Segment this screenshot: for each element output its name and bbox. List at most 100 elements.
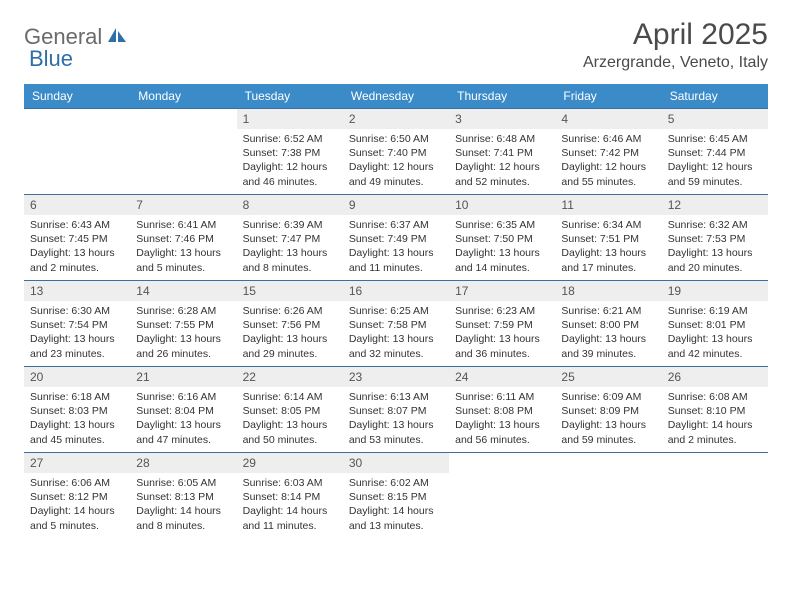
sunset-text: Sunset: 8:09 PM bbox=[561, 404, 655, 418]
day-cell: 23Sunrise: 6:13 AMSunset: 8:07 PMDayligh… bbox=[343, 367, 449, 453]
location: Arzergrande, Veneto, Italy bbox=[583, 54, 768, 72]
week-row: 6Sunrise: 6:43 AMSunset: 7:45 PMDaylight… bbox=[24, 195, 768, 281]
day-number: 9 bbox=[343, 195, 449, 215]
day-details: Sunrise: 6:30 AMSunset: 7:54 PMDaylight:… bbox=[24, 301, 130, 365]
sunset-text: Sunset: 7:42 PM bbox=[561, 146, 655, 160]
logo-text-blue: Blue bbox=[29, 46, 73, 71]
empty-cell bbox=[130, 109, 236, 195]
daylight-text: Daylight: 13 hours and 50 minutes. bbox=[243, 418, 337, 446]
day-cell: 14Sunrise: 6:28 AMSunset: 7:55 PMDayligh… bbox=[130, 281, 236, 367]
daylight-text: Daylight: 13 hours and 17 minutes. bbox=[561, 246, 655, 274]
day-details: Sunrise: 6:48 AMSunset: 7:41 PMDaylight:… bbox=[449, 129, 555, 193]
day-details: Sunrise: 6:21 AMSunset: 8:00 PMDaylight:… bbox=[555, 301, 661, 365]
sunset-text: Sunset: 7:51 PM bbox=[561, 232, 655, 246]
day-number: 29 bbox=[237, 453, 343, 473]
daylight-text: Daylight: 13 hours and 47 minutes. bbox=[136, 418, 230, 446]
day-details: Sunrise: 6:26 AMSunset: 7:56 PMDaylight:… bbox=[237, 301, 343, 365]
sunrise-text: Sunrise: 6:35 AM bbox=[455, 218, 549, 232]
sunrise-text: Sunrise: 6:30 AM bbox=[30, 304, 124, 318]
day-details: Sunrise: 6:35 AMSunset: 7:50 PMDaylight:… bbox=[449, 215, 555, 279]
day-number: 30 bbox=[343, 453, 449, 473]
sunrise-text: Sunrise: 6:18 AM bbox=[30, 390, 124, 404]
daylight-text: Daylight: 13 hours and 56 minutes. bbox=[455, 418, 549, 446]
weekday-header: Wednesday bbox=[343, 84, 449, 109]
day-details: Sunrise: 6:28 AMSunset: 7:55 PMDaylight:… bbox=[130, 301, 236, 365]
sunrise-text: Sunrise: 6:23 AM bbox=[455, 304, 549, 318]
calendar-body: 1Sunrise: 6:52 AMSunset: 7:38 PMDaylight… bbox=[24, 109, 768, 539]
empty-cell bbox=[662, 453, 768, 539]
daylight-text: Daylight: 13 hours and 5 minutes. bbox=[136, 246, 230, 274]
sunset-text: Sunset: 8:12 PM bbox=[30, 490, 124, 504]
day-cell: 22Sunrise: 6:14 AMSunset: 8:05 PMDayligh… bbox=[237, 367, 343, 453]
day-cell: 19Sunrise: 6:19 AMSunset: 8:01 PMDayligh… bbox=[662, 281, 768, 367]
calendar-table: Sunday Monday Tuesday Wednesday Thursday… bbox=[24, 84, 768, 539]
day-details: Sunrise: 6:03 AMSunset: 8:14 PMDaylight:… bbox=[237, 473, 343, 537]
day-number: 20 bbox=[24, 367, 130, 387]
sunrise-text: Sunrise: 6:43 AM bbox=[30, 218, 124, 232]
sunset-text: Sunset: 8:05 PM bbox=[243, 404, 337, 418]
day-cell: 16Sunrise: 6:25 AMSunset: 7:58 PMDayligh… bbox=[343, 281, 449, 367]
day-number: 3 bbox=[449, 109, 555, 129]
sunset-text: Sunset: 7:40 PM bbox=[349, 146, 443, 160]
daylight-text: Daylight: 13 hours and 14 minutes. bbox=[455, 246, 549, 274]
day-cell: 28Sunrise: 6:05 AMSunset: 8:13 PMDayligh… bbox=[130, 453, 236, 539]
sunset-text: Sunset: 7:49 PM bbox=[349, 232, 443, 246]
sunset-text: Sunset: 7:53 PM bbox=[668, 232, 762, 246]
sunset-text: Sunset: 7:50 PM bbox=[455, 232, 549, 246]
day-cell: 11Sunrise: 6:34 AMSunset: 7:51 PMDayligh… bbox=[555, 195, 661, 281]
day-cell: 29Sunrise: 6:03 AMSunset: 8:14 PMDayligh… bbox=[237, 453, 343, 539]
day-cell: 7Sunrise: 6:41 AMSunset: 7:46 PMDaylight… bbox=[130, 195, 236, 281]
day-details: Sunrise: 6:50 AMSunset: 7:40 PMDaylight:… bbox=[343, 129, 449, 193]
sunrise-text: Sunrise: 6:26 AM bbox=[243, 304, 337, 318]
sunrise-text: Sunrise: 6:41 AM bbox=[136, 218, 230, 232]
sunset-text: Sunset: 7:55 PM bbox=[136, 318, 230, 332]
daylight-text: Daylight: 12 hours and 49 minutes. bbox=[349, 160, 443, 188]
day-number: 1 bbox=[237, 109, 343, 129]
day-details: Sunrise: 6:34 AMSunset: 7:51 PMDaylight:… bbox=[555, 215, 661, 279]
day-details: Sunrise: 6:32 AMSunset: 7:53 PMDaylight:… bbox=[662, 215, 768, 279]
day-details: Sunrise: 6:09 AMSunset: 8:09 PMDaylight:… bbox=[555, 387, 661, 451]
daylight-text: Daylight: 14 hours and 13 minutes. bbox=[349, 504, 443, 532]
day-details: Sunrise: 6:06 AMSunset: 8:12 PMDaylight:… bbox=[24, 473, 130, 537]
sunrise-text: Sunrise: 6:39 AM bbox=[243, 218, 337, 232]
sunrise-text: Sunrise: 6:03 AM bbox=[243, 476, 337, 490]
day-cell: 2Sunrise: 6:50 AMSunset: 7:40 PMDaylight… bbox=[343, 109, 449, 195]
day-number: 18 bbox=[555, 281, 661, 301]
day-cell: 13Sunrise: 6:30 AMSunset: 7:54 PMDayligh… bbox=[24, 281, 130, 367]
sunrise-text: Sunrise: 6:25 AM bbox=[349, 304, 443, 318]
daylight-text: Daylight: 13 hours and 32 minutes. bbox=[349, 332, 443, 360]
day-cell: 1Sunrise: 6:52 AMSunset: 7:38 PMDaylight… bbox=[237, 109, 343, 195]
daylight-text: Daylight: 12 hours and 46 minutes. bbox=[243, 160, 337, 188]
day-cell: 3Sunrise: 6:48 AMSunset: 7:41 PMDaylight… bbox=[449, 109, 555, 195]
day-number: 15 bbox=[237, 281, 343, 301]
day-number: 7 bbox=[130, 195, 236, 215]
day-details: Sunrise: 6:05 AMSunset: 8:13 PMDaylight:… bbox=[130, 473, 236, 537]
day-cell: 26Sunrise: 6:08 AMSunset: 8:10 PMDayligh… bbox=[662, 367, 768, 453]
day-cell: 4Sunrise: 6:46 AMSunset: 7:42 PMDaylight… bbox=[555, 109, 661, 195]
daylight-text: Daylight: 13 hours and 26 minutes. bbox=[136, 332, 230, 360]
day-cell: 17Sunrise: 6:23 AMSunset: 7:59 PMDayligh… bbox=[449, 281, 555, 367]
day-cell: 5Sunrise: 6:45 AMSunset: 7:44 PMDaylight… bbox=[662, 109, 768, 195]
day-number: 28 bbox=[130, 453, 236, 473]
week-row: 1Sunrise: 6:52 AMSunset: 7:38 PMDaylight… bbox=[24, 109, 768, 195]
day-cell: 25Sunrise: 6:09 AMSunset: 8:09 PMDayligh… bbox=[555, 367, 661, 453]
daylight-text: Daylight: 14 hours and 11 minutes. bbox=[243, 504, 337, 532]
sunset-text: Sunset: 7:56 PM bbox=[243, 318, 337, 332]
sunset-text: Sunset: 8:14 PM bbox=[243, 490, 337, 504]
empty-cell bbox=[24, 109, 130, 195]
sunset-text: Sunset: 8:13 PM bbox=[136, 490, 230, 504]
weekday-header-row: Sunday Monday Tuesday Wednesday Thursday… bbox=[24, 84, 768, 109]
day-cell: 30Sunrise: 6:02 AMSunset: 8:15 PMDayligh… bbox=[343, 453, 449, 539]
day-details: Sunrise: 6:14 AMSunset: 8:05 PMDaylight:… bbox=[237, 387, 343, 451]
sunset-text: Sunset: 7:38 PM bbox=[243, 146, 337, 160]
calendar-page: General April 2025 Arzergrande, Veneto, … bbox=[0, 0, 792, 557]
day-number: 14 bbox=[130, 281, 236, 301]
sunset-text: Sunset: 8:10 PM bbox=[668, 404, 762, 418]
day-number: 8 bbox=[237, 195, 343, 215]
week-row: 13Sunrise: 6:30 AMSunset: 7:54 PMDayligh… bbox=[24, 281, 768, 367]
weekday-header: Thursday bbox=[449, 84, 555, 109]
sunrise-text: Sunrise: 6:21 AM bbox=[561, 304, 655, 318]
day-number: 5 bbox=[662, 109, 768, 129]
logo-sail-icon bbox=[106, 26, 128, 49]
sunrise-text: Sunrise: 6:06 AM bbox=[30, 476, 124, 490]
